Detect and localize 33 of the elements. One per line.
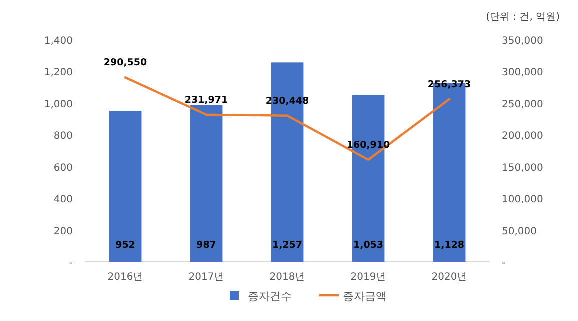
x-tick-label: 2020년 <box>432 272 468 283</box>
y-tick-label: - <box>69 258 74 269</box>
y-tick-label: 1,000 <box>44 99 73 110</box>
x-tick-label: 2017년 <box>188 272 224 283</box>
data-label: 987 <box>196 240 216 251</box>
legend-label: 증자금액 <box>343 290 387 303</box>
bar <box>190 105 223 262</box>
data-label: 231,971 <box>184 94 228 106</box>
x-tick-label: 2019년 <box>350 272 386 283</box>
y2-tick-label: 150,000 <box>502 162 544 174</box>
y2-tick-label: 100,000 <box>502 194 544 206</box>
data-label: 1,128 <box>434 240 465 251</box>
data-label: 952 <box>116 240 136 251</box>
text: (단위 : 건, 억원) <box>486 12 560 23</box>
data-label: 1,053 <box>353 240 384 251</box>
y2-tick-label: 350,000 <box>502 36 544 47</box>
x-tick-label: 2018년 <box>270 272 306 283</box>
y2-tick-label: 50,000 <box>502 226 537 238</box>
legend-label: 증자건수 <box>248 290 292 303</box>
y-tick-label: 600 <box>54 162 73 174</box>
y-tick-label: 1,400 <box>44 36 73 47</box>
y-tick-label: 1,200 <box>44 68 73 79</box>
bar <box>109 111 142 262</box>
y2-tick-label: 250,000 <box>502 99 544 110</box>
y-tick-label: 800 <box>54 131 73 142</box>
y2-tick-label: 200,000 <box>502 131 544 142</box>
y2-tick-label: 300,000 <box>502 68 544 79</box>
data-label: 290,550 <box>104 58 148 69</box>
y2-tick-label: - <box>502 258 506 269</box>
y-tick-label: 400 <box>54 194 73 206</box>
y-tick-label: 200 <box>54 226 73 238</box>
x-tick-label: 2016년 <box>108 272 144 283</box>
data-label: 1,257 <box>272 240 303 251</box>
